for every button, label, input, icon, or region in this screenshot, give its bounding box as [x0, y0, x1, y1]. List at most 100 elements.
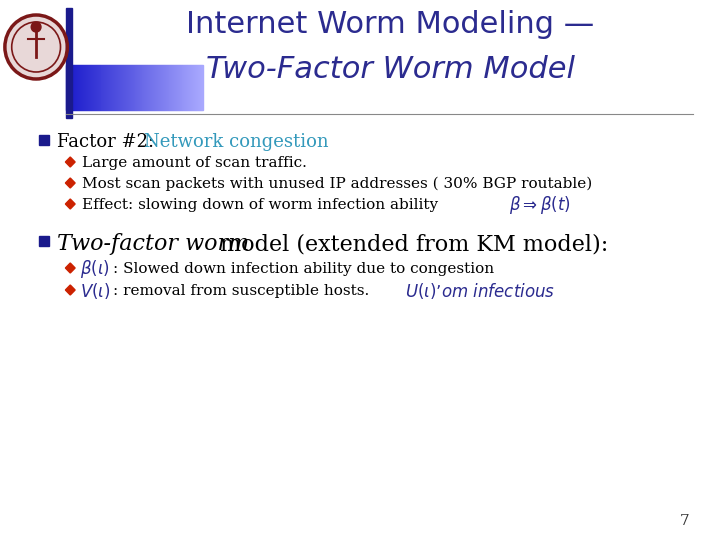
Bar [71, 65, 72, 110]
Circle shape [5, 15, 68, 79]
Bar [78, 65, 79, 110]
Bar [195, 65, 196, 110]
Bar [184, 65, 186, 110]
Bar [201, 65, 202, 110]
Bar [159, 65, 160, 110]
Bar [89, 65, 90, 110]
Text: $\beta \Rightarrow \beta(t)$: $\beta \Rightarrow \beta(t)$ [510, 194, 571, 216]
Text: $V(\iota)$: $V(\iota)$ [80, 281, 111, 301]
Bar [135, 65, 137, 110]
Bar [182, 65, 184, 110]
Text: 7: 7 [680, 514, 689, 528]
Bar [171, 65, 172, 110]
Polygon shape [66, 285, 75, 295]
Bar [196, 65, 197, 110]
Bar [151, 65, 152, 110]
Bar [112, 65, 113, 110]
Bar [164, 65, 165, 110]
Bar [129, 65, 130, 110]
Bar [192, 65, 193, 110]
Bar [121, 65, 122, 110]
Bar [198, 65, 199, 110]
Bar [140, 65, 142, 110]
Text: Effect: slowing down of worm infection ability: Effect: slowing down of worm infection a… [82, 198, 438, 212]
Bar [134, 65, 135, 110]
Polygon shape [66, 178, 75, 188]
Bar [149, 65, 150, 110]
Bar [90, 65, 91, 110]
Text: Network congestion: Network congestion [145, 133, 329, 151]
Bar [190, 65, 192, 110]
Bar [39, 236, 49, 246]
Text: Two-factor worm: Two-factor worm [57, 233, 249, 255]
Bar [110, 65, 112, 110]
Bar [109, 65, 110, 110]
Bar [85, 65, 86, 110]
Bar [107, 65, 108, 110]
Bar [88, 65, 89, 110]
Bar [145, 65, 146, 110]
Bar [187, 65, 189, 110]
Bar [146, 65, 148, 110]
Bar [158, 65, 159, 110]
Text: Factor #2:: Factor #2: [57, 133, 165, 151]
Bar [98, 65, 99, 110]
Bar [168, 65, 170, 110]
Polygon shape [66, 199, 75, 209]
Bar [126, 65, 127, 110]
Bar [66, 65, 68, 110]
Bar [79, 65, 80, 110]
Bar [153, 65, 154, 110]
Bar [118, 65, 119, 110]
Bar [96, 65, 98, 110]
Bar [117, 65, 118, 110]
Bar [173, 65, 174, 110]
Bar [175, 65, 176, 110]
Bar [102, 65, 104, 110]
Bar [122, 65, 123, 110]
Bar [93, 65, 94, 110]
Text: $\beta(\iota)$: $\beta(\iota)$ [80, 258, 110, 280]
Bar [87, 65, 88, 110]
Text: : removal from susceptible hosts.: : removal from susceptible hosts. [113, 284, 369, 298]
Bar [113, 65, 114, 110]
Bar [130, 65, 131, 110]
Bar [68, 65, 69, 110]
Bar [91, 65, 93, 110]
Bar [138, 65, 140, 110]
Bar [189, 65, 190, 110]
Bar [94, 65, 96, 110]
Bar [154, 65, 156, 110]
Bar [148, 65, 149, 110]
Bar [181, 65, 182, 110]
Bar [193, 65, 194, 110]
Bar [170, 65, 171, 110]
Bar [179, 65, 181, 110]
Bar [197, 65, 198, 110]
Bar [165, 65, 166, 110]
Bar [157, 65, 158, 110]
Bar [156, 65, 157, 110]
Bar [131, 65, 132, 110]
Bar [74, 65, 75, 110]
Polygon shape [66, 157, 75, 167]
Bar [152, 65, 153, 110]
Bar [127, 65, 128, 110]
Bar [143, 65, 145, 110]
Bar [86, 65, 87, 110]
Bar [77, 65, 78, 110]
Bar [199, 65, 200, 110]
Bar [104, 65, 105, 110]
Bar [73, 65, 74, 110]
Bar [80, 65, 81, 110]
Bar [84, 65, 85, 110]
Bar [99, 65, 101, 110]
Text: model (extended from KM model):: model (extended from KM model): [212, 233, 608, 255]
Bar [119, 65, 120, 110]
Circle shape [31, 22, 41, 32]
Text: Most scan packets with unused IP addresses ( 30% BGP routable): Most scan packets with unused IP address… [82, 177, 593, 191]
Bar [142, 65, 143, 110]
Text: Large amount of scan traffic.: Large amount of scan traffic. [82, 156, 307, 170]
Bar [167, 65, 168, 110]
Text: Internet Worm Modeling —: Internet Worm Modeling — [186, 10, 595, 39]
